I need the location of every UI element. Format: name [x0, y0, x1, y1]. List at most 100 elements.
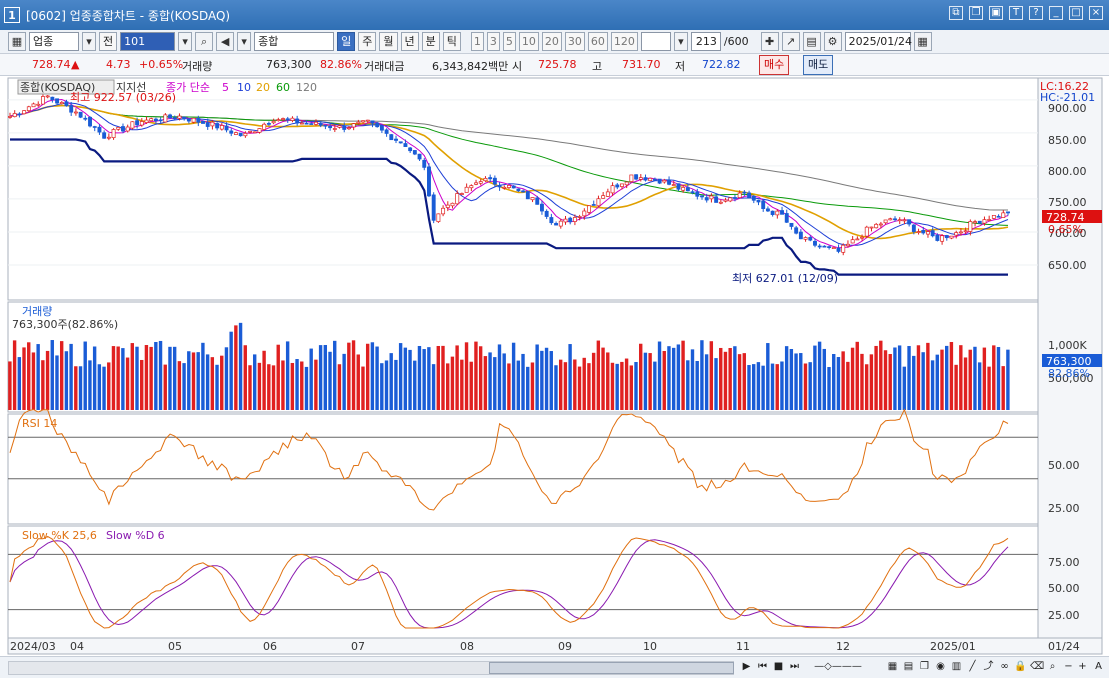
tab-day[interactable]: 일: [337, 32, 356, 51]
chevron-down-icon[interactable]: ▾: [237, 32, 252, 51]
code-input[interactable]: 101: [120, 32, 176, 51]
volume-bar: [337, 364, 342, 410]
minute-option-20[interactable]: 20: [541, 32, 562, 51]
candle-body: [64, 101, 69, 107]
tab-tick[interactable]: 틱: [442, 32, 461, 51]
count-input[interactable]: 213: [690, 32, 721, 51]
volume-bar: [196, 352, 200, 410]
volume-bar: [168, 346, 172, 410]
candle-body: [685, 187, 690, 192]
candle-body: [163, 114, 168, 123]
candle-body: [210, 121, 215, 127]
horizontal-scrollbar[interactable]: [8, 661, 734, 675]
volume-bar: [182, 363, 186, 410]
volume-bar: [50, 340, 54, 410]
volume-bar: [172, 346, 177, 410]
chevron-down-icon[interactable]: ▾: [82, 32, 96, 51]
zoom-out-icon[interactable]: −: [1064, 661, 1073, 672]
stop-icon[interactable]: ■: [773, 661, 784, 672]
font-icon[interactable]: T: [1009, 6, 1023, 20]
volume-bar: [12, 340, 17, 410]
quote-bar: 728.74 ▲ 4.73 +0.65% 거래량 763,300 82.86% …: [0, 54, 1109, 76]
low-value: 722.82: [702, 58, 741, 71]
chevron-down-icon[interactable]: ▾: [178, 32, 193, 51]
candle-body: [521, 190, 526, 193]
candle-body: [450, 202, 455, 207]
minute-option-1[interactable]: 1: [470, 32, 484, 51]
tab-week[interactable]: 주: [358, 32, 377, 51]
minute-option-5[interactable]: 5: [502, 32, 516, 51]
chart-canvas[interactable]: 종합(KOSDAQ) 지지선 종가 단순 5 10 20 60 120 최고 9…: [0, 76, 1109, 656]
minute-option-60[interactable]: 60: [587, 32, 608, 51]
last-page-icon[interactable]: ⏭: [790, 661, 799, 672]
buy-button[interactable]: 매수: [759, 55, 790, 75]
stoch-d-title: Slow %D 6: [106, 529, 165, 542]
candle-body: [337, 125, 342, 128]
layout-icon[interactable]: ▥: [951, 661, 962, 672]
tab-month[interactable]: 월: [379, 32, 398, 51]
camera-icon[interactable]: ◉: [936, 661, 945, 672]
tools-icon[interactable]: ✚: [760, 32, 779, 51]
copy-icon[interactable]: ❐: [969, 6, 983, 20]
candle-body: [841, 244, 846, 253]
volume-bar: [267, 364, 271, 410]
candle-body: [135, 120, 140, 126]
minute-option-30[interactable]: 30: [564, 32, 585, 51]
ma-5: 5: [222, 81, 229, 94]
candle-body: [459, 193, 464, 195]
calendar-icon[interactable]: ▦: [913, 32, 932, 51]
volume-bar: [827, 367, 831, 410]
y-tick-700: 700.00: [1048, 227, 1087, 240]
tab-year[interactable]: 년: [400, 32, 419, 51]
candle-body: [172, 117, 177, 120]
minute-custom-input[interactable]: [640, 32, 671, 51]
volume-bar: [516, 360, 521, 410]
tab-minute[interactable]: 분: [421, 32, 440, 51]
line-icon[interactable]: ╱: [969, 661, 976, 672]
zoom-slider[interactable]: —◇———: [814, 661, 862, 672]
candle-body: [973, 221, 977, 224]
vol-y-tick-500k: 500,000: [1048, 372, 1094, 385]
market-select[interactable]: 업종: [29, 32, 79, 51]
scroll-thumb[interactable]: [489, 662, 734, 674]
help-icon[interactable]: ?: [1029, 6, 1043, 20]
sell-button[interactable]: 매도: [803, 55, 834, 75]
date-input[interactable]: 2025/01/24: [844, 32, 912, 51]
first-page-icon[interactable]: ⏮: [758, 661, 767, 672]
layout-icon[interactable]: ▦: [8, 32, 26, 51]
candle-body: [733, 197, 737, 199]
save-icon[interactable]: ▤: [802, 32, 821, 51]
text-icon[interactable]: A: [1095, 661, 1102, 672]
chevron-down-icon[interactable]: ▾: [673, 32, 688, 51]
chart-area[interactable]: 종합(KOSDAQ) 지지선 종가 단순 5 10 20 60 120 최고 9…: [0, 76, 1109, 656]
lock-icon[interactable]: 🔒: [1014, 661, 1027, 672]
candle-body: [558, 220, 563, 227]
prev-button[interactable]: 전: [99, 32, 118, 51]
scroll-right-icon[interactable]: ▶: [742, 661, 751, 672]
minute-option-3[interactable]: 3: [486, 32, 500, 51]
volume-bar: [365, 343, 370, 410]
eraser-icon[interactable]: ⌫: [1030, 661, 1045, 672]
volume-bar: [36, 344, 40, 410]
minimize-icon[interactable]: _: [1049, 6, 1063, 20]
copy-icon[interactable]: ❐: [920, 661, 929, 672]
trend-icon[interactable]: ↗: [781, 32, 800, 51]
grid-icon[interactable]: ▦: [887, 661, 898, 672]
zoom-in-icon[interactable]: +: [1078, 661, 1087, 672]
minute-option-10[interactable]: 10: [518, 32, 539, 51]
sound-icon[interactable]: ◀: [216, 32, 235, 51]
search-icon[interactable]: ⌕: [195, 32, 214, 51]
close-icon[interactable]: ×: [1089, 6, 1103, 20]
volume-bar: [102, 366, 106, 410]
minute-option-120[interactable]: 120: [610, 32, 638, 51]
link-icon[interactable]: ∞: [1000, 661, 1009, 672]
volume-bar: [808, 362, 812, 410]
gear-icon[interactable]: ⚙: [823, 32, 842, 51]
search-icon[interactable]: ⌕: [1049, 661, 1056, 672]
print-icon[interactable]: ▤: [903, 661, 914, 672]
link-icon[interactable]: ⧉: [949, 6, 963, 20]
candle-body: [55, 98, 60, 104]
maximize-icon[interactable]: □: [1069, 6, 1083, 20]
trend-icon[interactable]: ⤴: [983, 661, 994, 672]
dock-icon[interactable]: ▣: [989, 6, 1003, 20]
